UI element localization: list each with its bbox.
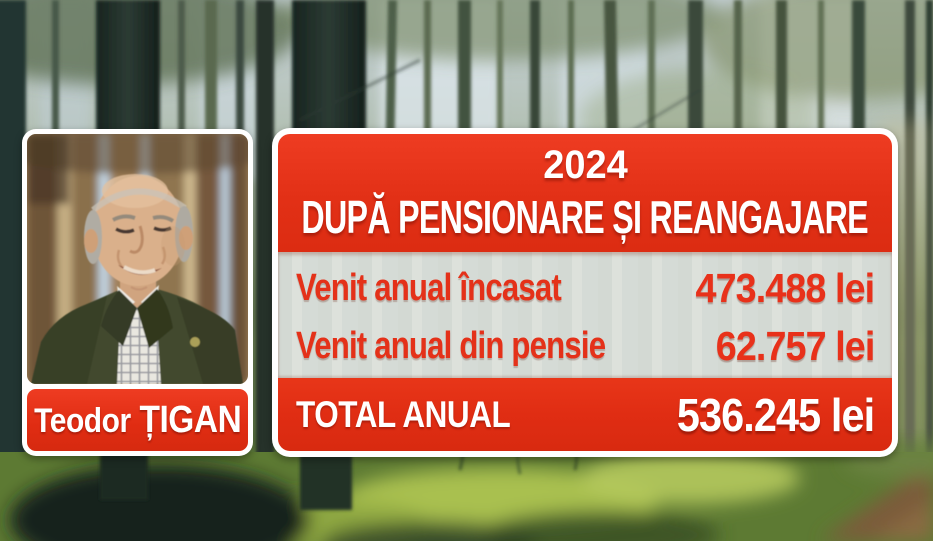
person-first-name: Teodor	[33, 401, 131, 440]
total-value: 536.245 lei	[676, 388, 875, 441]
name-plate: Teodor ȚIGAN	[27, 389, 248, 451]
income-rows: Venit anual încasat 473.488 lei Venit an…	[278, 252, 892, 378]
income-info-panel: 2024 DUPĂ PENSIONARE ȘI REANGAJARE Venit…	[272, 128, 898, 457]
total-row: TOTAL ANUAL 536.245 lei	[278, 378, 892, 451]
total-label: TOTAL ANUAL	[296, 393, 511, 435]
panel-header: 2024 DUPĂ PENSIONARE ȘI REANGAJARE	[278, 134, 892, 252]
income-value: 473.488 lei	[695, 264, 875, 311]
person-name: Teodor ȚIGAN	[33, 398, 242, 442]
year-title: 2024	[542, 143, 628, 187]
person-photo-card: Teodor ȚIGAN	[22, 129, 253, 456]
income-label: Venit anual încasat	[296, 266, 562, 309]
portrait-photo	[27, 134, 248, 384]
income-row-pension: Venit anual din pensie 62.757 lei	[296, 317, 875, 375]
income-value: 62.757 lei	[715, 322, 875, 369]
income-label: Venit anual din pensie	[296, 324, 606, 367]
panel-subtitle: DUPĂ PENSIONARE ȘI REANGAJARE	[301, 191, 869, 243]
person-last-name: ȚIGAN	[139, 398, 242, 441]
income-row-total-received: Venit anual încasat 473.488 lei	[296, 259, 875, 317]
